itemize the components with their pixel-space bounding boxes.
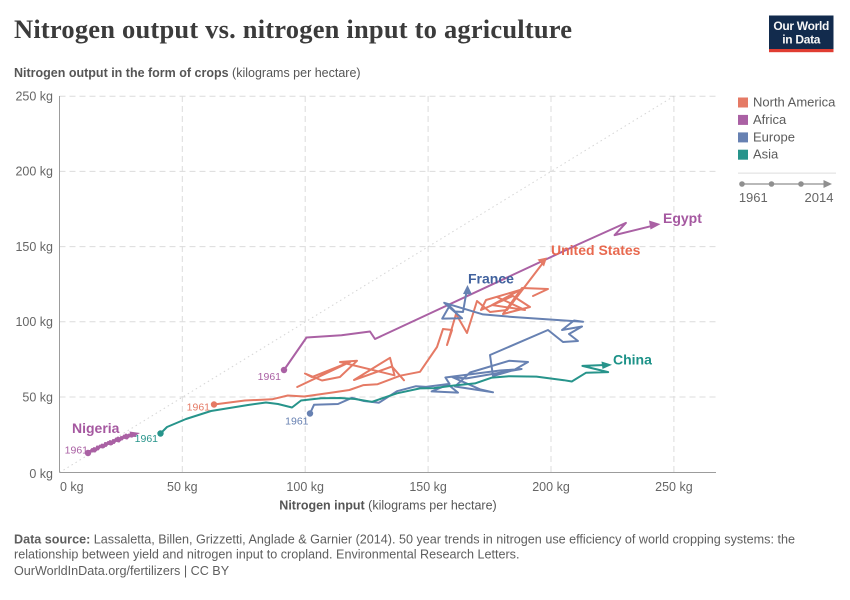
svg-text:United States: United States bbox=[551, 242, 641, 258]
svg-text:Asia: Asia bbox=[753, 147, 779, 162]
svg-text:100 kg: 100 kg bbox=[15, 315, 53, 329]
svg-text:150 kg: 150 kg bbox=[15, 240, 53, 254]
svg-text:250 kg: 250 kg bbox=[655, 480, 693, 494]
svg-text:Nitrogen input (kilograms per: Nitrogen input (kilograms per hectare) bbox=[279, 499, 496, 513]
svg-text:0 kg: 0 kg bbox=[29, 467, 53, 481]
svg-text:200 kg: 200 kg bbox=[15, 165, 53, 179]
svg-text:1961: 1961 bbox=[135, 433, 159, 445]
svg-text:1961: 1961 bbox=[285, 415, 309, 427]
svg-text:50 kg: 50 kg bbox=[167, 480, 198, 494]
svg-text:Nitrogen output in the form of: Nitrogen output in the form of crops (ki… bbox=[14, 66, 361, 80]
svg-text:50 kg: 50 kg bbox=[22, 390, 53, 404]
svg-text:2014: 2014 bbox=[805, 190, 834, 205]
svg-text:0 kg: 0 kg bbox=[60, 480, 84, 494]
svg-text:Europe: Europe bbox=[753, 129, 795, 144]
svg-text:Nigeria: Nigeria bbox=[72, 420, 120, 436]
svg-text:100 kg: 100 kg bbox=[286, 480, 324, 494]
svg-text:1961: 1961 bbox=[187, 401, 211, 413]
svg-text:Our World: Our World bbox=[773, 19, 829, 33]
svg-text:1961: 1961 bbox=[258, 371, 282, 383]
svg-text:250 kg: 250 kg bbox=[15, 90, 53, 104]
svg-text:1961: 1961 bbox=[65, 445, 89, 457]
svg-text:Africa: Africa bbox=[753, 112, 787, 127]
svg-text:Egypt: Egypt bbox=[663, 210, 702, 226]
svg-text:150 kg: 150 kg bbox=[409, 480, 447, 494]
svg-text:OurWorldInData.org/fertilizers: OurWorldInData.org/fertilizers | CC BY bbox=[14, 564, 230, 578]
svg-text:France: France bbox=[468, 271, 514, 287]
svg-text:China: China bbox=[613, 352, 652, 368]
svg-text:Nitrogen output vs. nitrogen i: Nitrogen output vs. nitrogen input to ag… bbox=[14, 14, 572, 44]
svg-text:Data source: Lassaletta, Bille: Data source: Lassaletta, Billen, Grizzet… bbox=[14, 533, 795, 547]
svg-text:North America: North America bbox=[753, 95, 836, 110]
svg-text:1961: 1961 bbox=[739, 190, 768, 205]
svg-text:in Data: in Data bbox=[782, 33, 821, 47]
svg-text:relationship between yield and: relationship between yield and nitrogen … bbox=[14, 548, 519, 562]
svg-text:200 kg: 200 kg bbox=[532, 480, 570, 494]
